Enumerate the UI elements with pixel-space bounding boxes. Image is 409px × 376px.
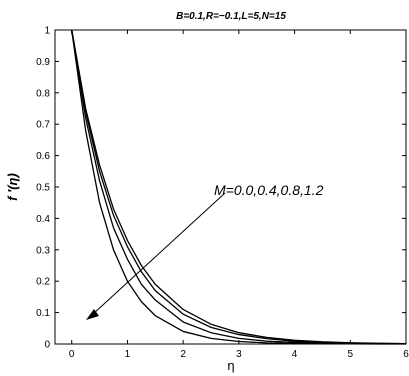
y-tick-label: 0.9 xyxy=(36,57,50,68)
x-tick-label: 3 xyxy=(236,349,242,360)
x-tick-label: 4 xyxy=(292,349,298,360)
x-tick-label: 1 xyxy=(125,349,131,360)
y-tick-label: 0 xyxy=(44,340,50,351)
y-tick-label: 0.6 xyxy=(36,151,50,162)
y-tick-label: 1 xyxy=(44,26,50,37)
x-tick-label: 0 xyxy=(69,349,75,360)
data-curves xyxy=(71,29,407,345)
annotation-label: M=0.0,0.4,0.8,1.2 xyxy=(214,182,324,198)
x-tick-label: 6 xyxy=(403,349,409,360)
x-tick-label: 5 xyxy=(348,349,354,360)
y-tick-label: 0.5 xyxy=(36,183,50,194)
annotation-arrow xyxy=(86,192,226,320)
y-axis-label: f ′(η) xyxy=(5,173,20,201)
curve-line-2 xyxy=(71,29,407,345)
y-tick-label: 0.4 xyxy=(36,214,50,225)
y-tick-label: 0.7 xyxy=(36,120,50,131)
y-axis-ticks: 0 0.1 0.2 0.3 0.4 0.5 0.6 0.7 0.8 0.9 1 xyxy=(36,26,406,351)
x-axis-label: η xyxy=(227,358,234,373)
chart-title: B=0.1,R=−0.1,L=5,N=15 xyxy=(176,11,286,22)
y-tick-label: 0.1 xyxy=(36,308,50,319)
y-tick-label: 0.2 xyxy=(36,277,50,288)
y-tick-label: 0.8 xyxy=(36,88,50,99)
x-tick-label: 2 xyxy=(180,349,186,360)
y-tick-label: 0.3 xyxy=(36,245,50,256)
curve-line-4 xyxy=(71,29,407,345)
